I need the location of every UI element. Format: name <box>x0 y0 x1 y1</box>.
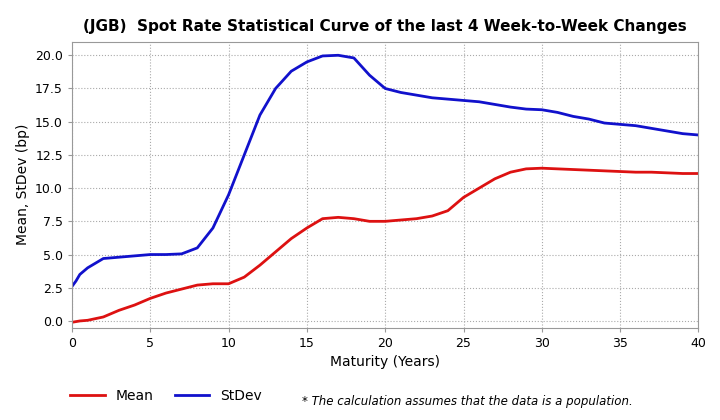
StDev <box>616 122 624 127</box>
Mean <box>99 315 108 320</box>
StDev <box>256 113 264 118</box>
Mean <box>114 308 123 313</box>
Mean <box>553 166 562 171</box>
Line: Mean: Mean <box>72 168 698 322</box>
Mean <box>397 218 405 223</box>
Mean <box>334 215 343 220</box>
StDev <box>130 253 139 258</box>
StDev <box>694 132 703 137</box>
StDev <box>459 98 468 103</box>
StDev <box>490 102 499 107</box>
Mean <box>130 302 139 307</box>
Mean <box>444 208 452 213</box>
Mean <box>412 216 420 221</box>
Mean <box>225 281 233 286</box>
StDev <box>177 251 186 256</box>
Mean <box>84 318 92 323</box>
StDev <box>161 252 171 257</box>
StDev <box>537 107 546 112</box>
StDev <box>631 123 640 128</box>
Mean <box>209 281 217 286</box>
StDev <box>84 265 92 270</box>
StDev <box>365 73 374 78</box>
StDev <box>287 69 296 74</box>
Mean <box>522 166 531 171</box>
Mean <box>161 291 171 296</box>
StDev <box>412 93 420 98</box>
StDev <box>76 272 84 277</box>
StDev <box>475 99 484 104</box>
Mean <box>490 176 499 181</box>
Mean <box>68 320 76 325</box>
StDev <box>318 53 327 58</box>
StDev <box>193 245 202 250</box>
Legend: Mean, StDev: Mean, StDev <box>65 384 268 409</box>
StDev <box>428 95 436 100</box>
StDev <box>271 86 280 91</box>
Mean <box>506 170 515 175</box>
Mean <box>631 170 640 175</box>
Mean <box>381 219 390 224</box>
StDev <box>381 86 390 91</box>
Mean <box>678 171 687 176</box>
StDev <box>397 90 405 95</box>
Mean <box>475 186 484 191</box>
Text: * The calculation assumes that the data is a population.: * The calculation assumes that the data … <box>302 395 633 407</box>
StDev <box>585 116 593 121</box>
StDev <box>678 131 687 136</box>
Mean <box>365 219 374 224</box>
StDev <box>506 105 515 110</box>
Mean <box>616 169 624 174</box>
Mean <box>694 171 703 176</box>
StDev <box>225 192 233 197</box>
Title: (JGB)  Spot Rate Statistical Curve of the last 4 Week-to-Week Changes: (JGB) Spot Rate Statistical Curve of the… <box>84 19 687 34</box>
Line: StDev: StDev <box>72 55 698 286</box>
Mean <box>146 296 155 301</box>
Mean <box>663 171 672 176</box>
Mean <box>271 249 280 255</box>
Mean <box>287 236 296 241</box>
Mean <box>600 168 609 173</box>
StDev <box>240 152 248 158</box>
Mean <box>302 226 311 231</box>
StDev <box>350 55 359 60</box>
StDev <box>522 107 531 112</box>
Mean <box>318 216 327 221</box>
Mean <box>71 319 80 324</box>
StDev <box>114 255 123 260</box>
Mean <box>240 275 248 280</box>
Mean <box>177 286 186 291</box>
X-axis label: Maturity (Years): Maturity (Years) <box>330 355 440 369</box>
StDev <box>553 110 562 115</box>
StDev <box>569 114 577 119</box>
Mean <box>537 165 546 171</box>
Mean <box>193 283 202 288</box>
Mean <box>256 262 264 268</box>
Mean <box>428 213 436 218</box>
StDev <box>71 278 80 284</box>
StDev <box>68 284 76 289</box>
StDev <box>302 59 311 64</box>
Mean <box>350 216 359 221</box>
StDev <box>209 226 217 231</box>
Mean <box>585 168 593 173</box>
Mean <box>569 167 577 172</box>
Mean <box>647 170 656 175</box>
StDev <box>334 53 343 58</box>
StDev <box>146 252 155 257</box>
StDev <box>444 97 452 102</box>
StDev <box>99 256 108 261</box>
Y-axis label: Mean, StDev (bp): Mean, StDev (bp) <box>16 124 30 245</box>
StDev <box>663 129 672 134</box>
Mean <box>76 318 84 323</box>
StDev <box>647 126 656 131</box>
Mean <box>459 195 468 200</box>
StDev <box>600 121 609 126</box>
